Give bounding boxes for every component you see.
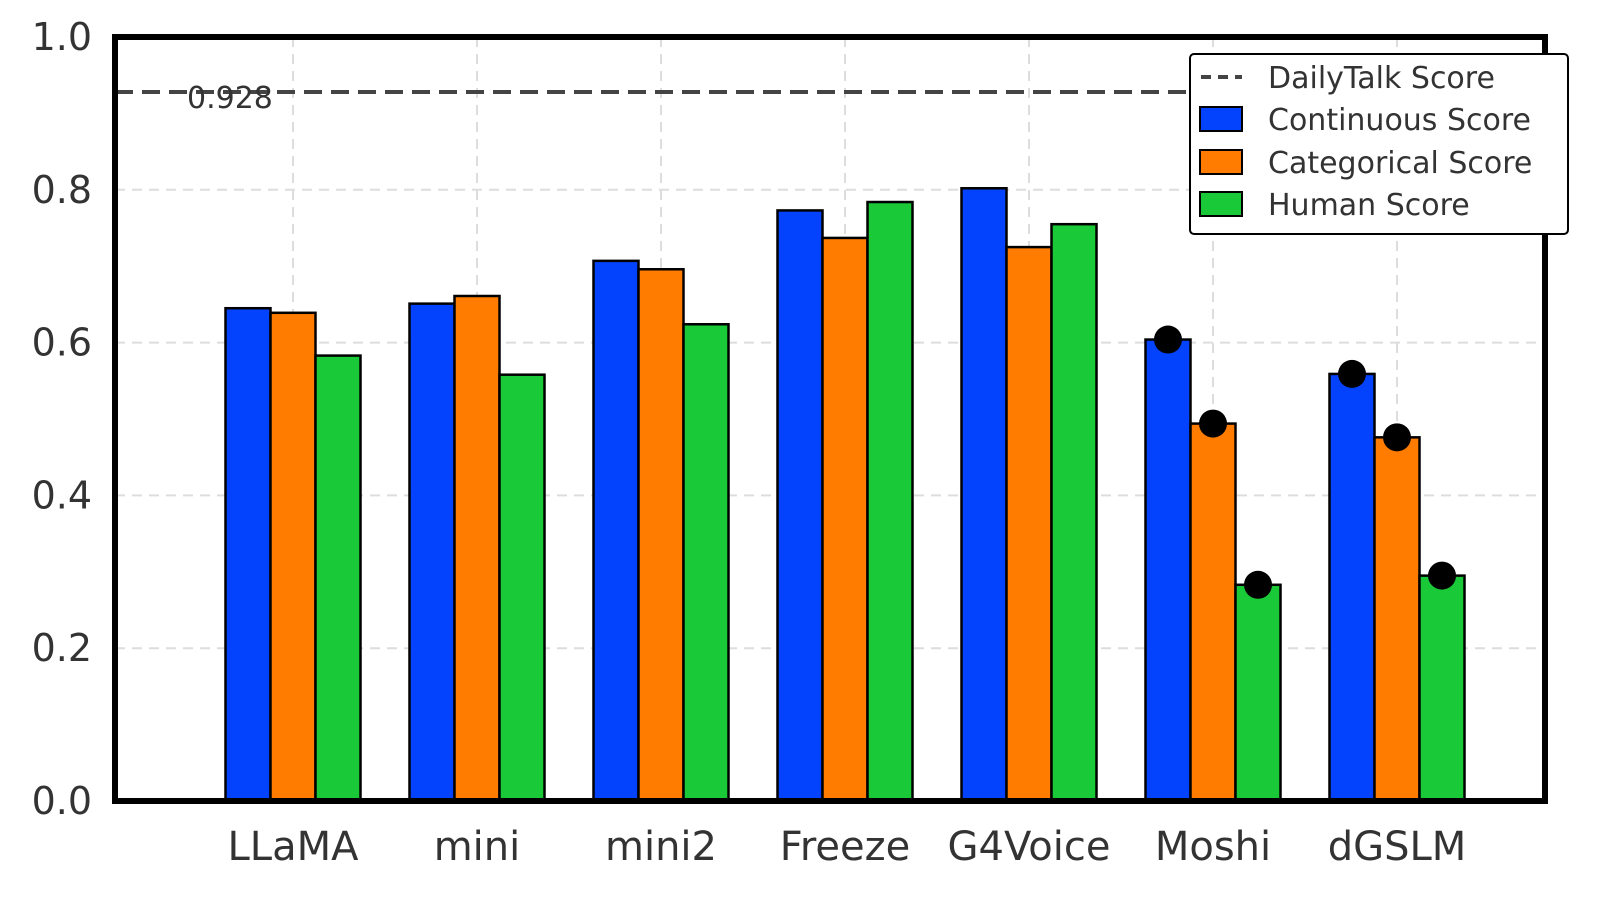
bar-mini2-continuous-score bbox=[592, 259, 640, 803]
bar-moshi-human-score bbox=[1234, 583, 1282, 803]
y-tick-label: 0.6 bbox=[32, 321, 92, 365]
bar-dgslm-categorical-score bbox=[1373, 436, 1421, 803]
bar-llama-categorical-score bbox=[269, 311, 317, 803]
y-tick-label: 0.4 bbox=[32, 473, 92, 517]
markers bbox=[1154, 325, 1456, 599]
y-tick-label: 0.0 bbox=[32, 779, 92, 823]
bar-freeze-human-score bbox=[866, 200, 914, 803]
marker-dgslm-human-score bbox=[1428, 561, 1456, 590]
bar-dgslm-continuous-score bbox=[1328, 372, 1376, 803]
legend-label-continuous-score: Continuous Score bbox=[1268, 103, 1531, 138]
x-tick-label-moshi: Moshi bbox=[1155, 824, 1271, 870]
bar-g4voice-categorical-score bbox=[1005, 245, 1053, 803]
legend: DailyTalk Score Continuous Score Categor… bbox=[1189, 53, 1569, 235]
marker-dgslm-continuous-score bbox=[1338, 359, 1366, 388]
bars bbox=[224, 187, 1466, 803]
bar-moshi-categorical-score bbox=[1189, 422, 1237, 803]
bar-freeze-continuous-score bbox=[776, 209, 824, 803]
reference-line-label: 0.928 bbox=[187, 81, 273, 116]
bar-mini-continuous-score bbox=[408, 302, 456, 803]
legend-label-human-score: Human Score bbox=[1268, 188, 1470, 223]
y-tick-label: 1.0 bbox=[32, 15, 92, 59]
legend-swatch-categorical-score bbox=[1199, 149, 1243, 175]
bar-g4voice-human-score bbox=[1050, 222, 1098, 803]
bar-mini2-human-score bbox=[682, 323, 730, 803]
bar-moshi-continuous-score bbox=[1144, 338, 1192, 803]
marker-moshi-continuous-score bbox=[1154, 325, 1182, 354]
marker-dgslm-categorical-score bbox=[1383, 423, 1411, 452]
x-tick-label-g4voice: G4Voice bbox=[948, 824, 1111, 870]
y-tick-label: 0.8 bbox=[32, 168, 92, 212]
marker-moshi-categorical-score bbox=[1199, 409, 1227, 438]
bar-mini-categorical-score bbox=[453, 294, 501, 803]
x-axis-ticks: LLaMA mini mini2 Freeze G4Voice Moshi dGSLM bbox=[228, 824, 1467, 870]
plot-frame bbox=[112, 34, 1548, 804]
bar-llama-continuous-score bbox=[224, 306, 272, 803]
x-tick-label-freeze: Freeze bbox=[780, 824, 911, 870]
legend-swatch-human-score bbox=[1199, 191, 1243, 217]
bar-freeze-categorical-score bbox=[821, 236, 869, 803]
y-tick-label: 0.2 bbox=[32, 626, 92, 670]
legend-box bbox=[1189, 53, 1569, 235]
bar-dgslm-human-score bbox=[1418, 574, 1466, 803]
legend-label-dailytalk-score: DailyTalk Score bbox=[1268, 61, 1495, 96]
legend-swatch-continuous-score bbox=[1199, 106, 1243, 132]
x-tick-label-mini: mini bbox=[434, 824, 521, 870]
x-tick-label-llama: LLaMA bbox=[228, 824, 360, 870]
marker-moshi-human-score bbox=[1244, 570, 1272, 599]
bar-mini2-categorical-score bbox=[637, 268, 685, 803]
y-axis-ticks: 0.0 0.2 0.4 0.6 0.8 1.0 bbox=[32, 15, 92, 823]
bar-g4voice-continuous-score bbox=[960, 187, 1008, 803]
bar-mini-human-score bbox=[498, 373, 546, 803]
x-tick-label-mini2: mini2 bbox=[605, 824, 717, 870]
bar-llama-human-score bbox=[314, 354, 362, 803]
legend-label-categorical-score: Categorical Score bbox=[1268, 146, 1532, 181]
x-tick-label-dgslm: dGSLM bbox=[1328, 824, 1467, 870]
